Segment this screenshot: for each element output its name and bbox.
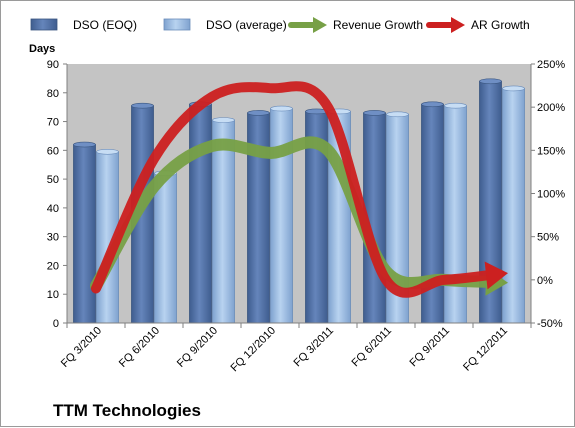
bar-dso-average-6: [444, 105, 467, 324]
legend-swatch-dso-eoq: [30, 18, 58, 31]
y2-tick-label-4: 150%: [537, 145, 565, 157]
bar-top-dso-average-5: [386, 111, 409, 118]
legend-label-ar-growth: AR Growth: [471, 18, 530, 32]
y-tick-label-3: 30: [47, 232, 59, 244]
bar-dso-average-1: [154, 172, 177, 324]
y-tick-label-0: 0: [53, 318, 59, 330]
bar-top-dso-eoq-0: [73, 141, 96, 148]
bar-top-dso-eoq-1: [131, 102, 154, 109]
y-tick-label-9: 90: [47, 59, 59, 71]
y-tick-label-5: 50: [47, 174, 59, 186]
y2-tick-label-5: 200%: [537, 102, 565, 114]
y-tick-label-1: 10: [47, 289, 59, 301]
y-axis-title: Days: [29, 43, 55, 55]
x-tick-label-0: FQ 3/2010: [59, 325, 104, 370]
y-tick-label-7: 70: [47, 117, 59, 129]
x-tick-label-6: FQ 9/2011: [407, 325, 452, 370]
x-tick-label-4: FQ 3/2011: [291, 325, 336, 370]
bar-top-dso-eoq-5: [363, 110, 386, 116]
bar-top-dso-average-2: [212, 117, 235, 123]
y-tick-label-6: 60: [47, 145, 59, 157]
x-tick-label-1: FQ 6/2010: [117, 325, 162, 370]
bar-dso-average-3: [270, 108, 293, 324]
y-tick-label-4: 40: [47, 203, 59, 215]
company-label: TTM Technologies: [53, 401, 201, 420]
y2-tick-label-2: 50%: [537, 232, 559, 244]
legend-swatch-revenue-growth: [288, 17, 327, 33]
y-tick-label-2: 20: [47, 260, 59, 272]
series-line-ar-growth: [91, 81, 496, 298]
y2-tick-label-1: 0%: [537, 275, 553, 287]
x-tick-label-7: FQ 12/2011: [461, 325, 510, 374]
legend-swatch-dso-average: [163, 18, 191, 31]
legend-label-dso-average: DSO (average): [206, 18, 287, 32]
bar-top-dso-eoq-3: [247, 110, 270, 116]
bar-top-dso-eoq-6: [421, 101, 444, 108]
x-tick-label-5: FQ 6/2011: [349, 325, 394, 370]
bar-top-dso-eoq-7: [479, 78, 502, 85]
y2-tick-label-3: 100%: [537, 189, 565, 201]
bar-top-dso-average-3: [270, 105, 293, 112]
bar-top-dso-average-6: [444, 102, 467, 109]
bar-dso-eoq-0: [73, 144, 96, 324]
arrowhead-ar-growth: [484, 261, 508, 290]
bar-dso-eoq-2: [189, 103, 212, 324]
legend-swatch-ar-growth: [426, 17, 465, 33]
y-tick-label-8: 80: [47, 88, 59, 100]
legend-label-revenue-growth: Revenue Growth: [333, 18, 423, 32]
y2-tick-label-6: 250%: [537, 59, 565, 71]
legend-label-dso-eoq: DSO (EOQ): [73, 18, 137, 32]
bar-dso-average-7: [502, 88, 525, 324]
y2-tick-label-0: -50%: [537, 318, 563, 330]
bar-top-dso-average-0: [96, 148, 119, 155]
x-tick-label-3: FQ 12/2010: [229, 325, 279, 375]
bar-top-dso-average-7: [502, 85, 525, 92]
x-tick-label-2: FQ 9/2010: [175, 325, 220, 370]
